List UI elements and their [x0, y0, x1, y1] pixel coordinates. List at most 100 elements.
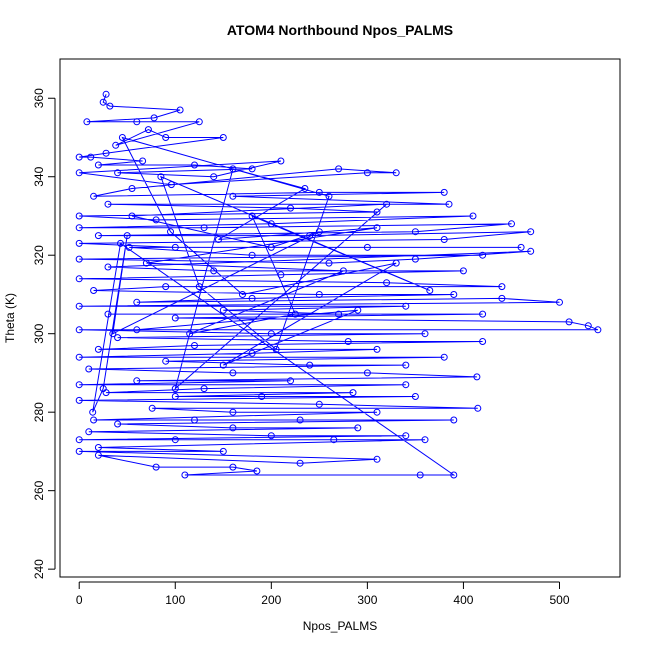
data-point — [94, 451, 102, 459]
data-point — [469, 212, 477, 220]
data-point — [277, 271, 285, 279]
data-point — [392, 169, 400, 177]
data-point — [306, 361, 314, 369]
data-point — [215, 236, 222, 243]
data-point — [229, 463, 237, 471]
data-point — [459, 267, 467, 275]
data-point — [87, 153, 95, 161]
data-point — [118, 134, 126, 141]
series-lines — [79, 94, 599, 476]
data-point — [133, 118, 141, 126]
data-point — [229, 424, 237, 432]
data-point — [325, 192, 333, 200]
y-tick-label: 320 — [32, 245, 46, 265]
y-tick-label: 300 — [32, 323, 46, 343]
data-point — [167, 228, 174, 236]
data-point — [229, 369, 237, 377]
data-point — [186, 330, 194, 338]
data-point — [373, 345, 381, 353]
data-point — [162, 357, 170, 365]
data-point — [411, 393, 419, 400]
data-point — [75, 326, 83, 334]
data-point — [272, 345, 280, 353]
data-point — [219, 134, 227, 141]
x-tick-label: 200 — [261, 593, 281, 607]
data-point — [354, 306, 362, 314]
data-point — [142, 259, 150, 267]
data-point — [450, 471, 458, 479]
data-point — [349, 389, 357, 397]
x-tick-label: 0 — [76, 593, 83, 607]
data-point — [85, 365, 93, 373]
data-point — [392, 259, 400, 267]
data-point — [75, 255, 83, 263]
data-point — [133, 377, 141, 385]
data-point — [315, 400, 323, 408]
data-point — [373, 455, 381, 463]
data-point — [150, 114, 158, 122]
data-point — [219, 306, 227, 314]
data-point — [85, 428, 93, 436]
data-point — [114, 169, 122, 177]
data-point — [162, 283, 170, 291]
data-point — [508, 220, 515, 228]
data-point — [363, 243, 371, 251]
data-point — [330, 436, 338, 444]
data-point — [473, 373, 481, 381]
data-point — [117, 239, 124, 247]
y-tick-label: 340 — [32, 166, 46, 186]
data-point — [411, 228, 419, 236]
data-point — [75, 436, 83, 444]
data-point — [219, 361, 227, 369]
data-point — [152, 216, 160, 224]
data-point — [128, 185, 136, 192]
x-tick-label: 100 — [165, 593, 185, 607]
data-point — [373, 408, 381, 416]
data-point — [363, 169, 371, 177]
data-point — [450, 416, 458, 424]
x-axis: 0 100 200 300 400 500 — [76, 581, 570, 607]
data-point — [421, 436, 429, 444]
data-point — [440, 353, 448, 361]
data-point — [556, 298, 563, 306]
series-line — [79, 94, 599, 476]
data-point — [90, 416, 98, 424]
data-point — [139, 157, 147, 165]
x-tick-label: 400 — [453, 593, 473, 607]
data-point — [248, 294, 256, 302]
data-point — [128, 212, 136, 220]
data-point — [114, 420, 122, 428]
data-point — [498, 294, 506, 302]
data-point — [123, 232, 131, 240]
data-point — [354, 424, 362, 432]
data-point — [176, 106, 184, 114]
data-point — [402, 381, 410, 389]
data-point — [75, 212, 83, 220]
data-point — [527, 247, 535, 255]
data-point — [75, 302, 83, 310]
data-point — [171, 314, 179, 322]
data-point — [335, 165, 343, 173]
data-point — [373, 208, 381, 216]
data-point — [383, 279, 391, 287]
data-point — [89, 408, 97, 416]
data-point — [191, 416, 198, 424]
x-axis-label: Npos_PALMS — [303, 619, 377, 633]
data-point — [75, 353, 83, 361]
data-point — [315, 291, 323, 298]
data-point — [325, 259, 333, 267]
data-point — [75, 275, 83, 283]
data-point — [133, 298, 141, 306]
data-point — [195, 283, 203, 291]
data-point — [584, 322, 592, 330]
data-point — [383, 200, 391, 208]
data-point — [479, 251, 487, 259]
data-point — [94, 232, 102, 240]
data-point — [83, 118, 91, 126]
data-point — [109, 330, 117, 338]
y-tick-label: 280 — [32, 402, 46, 422]
data-point — [248, 349, 256, 357]
data-point — [258, 393, 266, 400]
y-axis-label: Theta (K) — [3, 293, 17, 343]
